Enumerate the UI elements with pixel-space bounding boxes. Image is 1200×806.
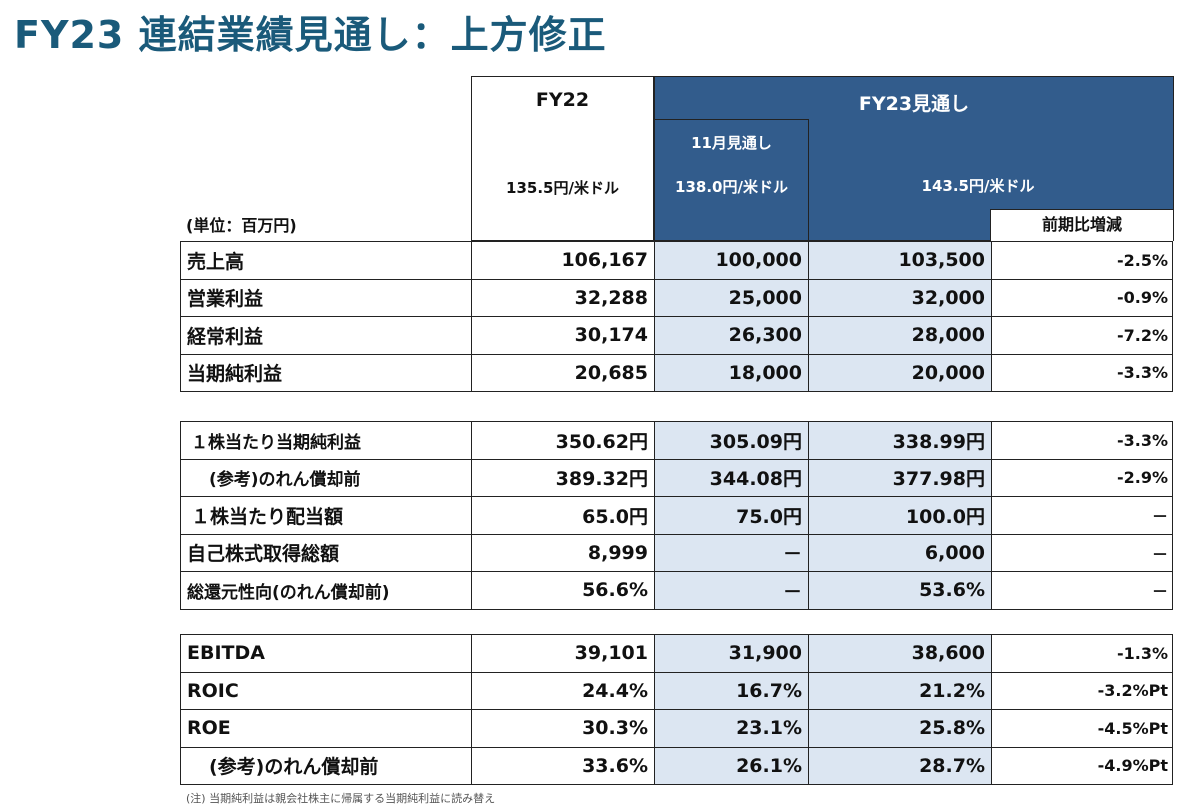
row-label: 総還元性向(のれん償却前)	[180, 571, 472, 610]
november-forecast-value: 16.7%	[654, 671, 809, 710]
page-title: FY23 連結業績見通し：上方修正	[14, 13, 607, 57]
table-row: 当期純利益 20,685 18,000 20,000 -3.3%	[180, 353, 1173, 392]
table-row: (参考)のれん償却前 33.6% 26.1% 28.7% -4.9%Pt	[180, 746, 1173, 785]
fy22-value: 20,685	[471, 353, 655, 392]
table-row: １株当たり当期純利益 350.62円 305.09円 338.99円 -3.3%	[180, 421, 1173, 460]
yoy-change-value: -2.9%	[991, 458, 1173, 497]
yoy-change-value: -2.5%	[991, 241, 1173, 280]
november-forecast-value: 26,300	[654, 316, 809, 355]
november-forecast-label: 11月見通し	[691, 134, 772, 152]
fy23-forecast-value: 6,000	[808, 533, 992, 572]
fy22-value: 8,999	[471, 533, 655, 572]
yoy-change-value: －	[991, 496, 1173, 535]
fy22-value: 65.0円	[471, 496, 655, 535]
fy23-forecast-value: 53.6%	[808, 571, 992, 610]
row-label: 当期純利益	[180, 353, 472, 392]
fy22-value: 106,167	[471, 241, 655, 280]
november-forecast-value: －	[654, 533, 809, 572]
november-forecast-value: 23.1%	[654, 709, 809, 748]
fy22-label: FY22	[535, 89, 590, 111]
table-row: 自己株式取得総額 8,999 － 6,000 －	[180, 533, 1173, 572]
november-exchange-rate: 138.0円/米ドル	[675, 178, 788, 196]
fy23-header: FY23見通し 11月見通し 138.0円/米ドル 143.5円/米ドル 前期比…	[654, 76, 1174, 241]
table-row: 総還元性向(のれん償却前) 56.6% － 53.6% －	[180, 571, 1173, 610]
november-forecast-value: 18,000	[654, 353, 809, 392]
fy22-exchange-rate: 135.5円/米ドル	[506, 179, 619, 197]
row-label: 自己株式取得総額	[180, 533, 472, 572]
fy22-value: 30.3%	[471, 709, 655, 748]
fy22-value: 33.6%	[471, 746, 655, 785]
yoy-change-value: -7.2%	[991, 316, 1173, 355]
november-forecast-value: 100,000	[654, 241, 809, 280]
footnote: (注) 当期純利益は親会社株主に帰属する当期純利益に読み替え	[186, 792, 496, 805]
fy22-value: 350.62円	[471, 421, 655, 460]
unit-label: (単位：百万円)	[186, 216, 297, 235]
row-label: ROE	[180, 709, 472, 748]
november-forecast-value: 75.0円	[654, 496, 809, 535]
yoy-change-value: －	[991, 533, 1173, 572]
fy23-label: FY23見通し	[858, 93, 970, 115]
yoy-change-value: -1.3%	[991, 634, 1173, 673]
fy23-exchange-rate: 143.5円/米ドル	[921, 177, 1035, 195]
november-forecast-value: 31,900	[654, 634, 809, 673]
yoy-change-value: -4.9%Pt	[991, 746, 1173, 785]
table-row: EBITDA 39,101 31,900 38,600 -1.3%	[180, 634, 1173, 673]
november-forecast-value: 25,000	[654, 278, 809, 317]
fy23-forecast-value: 28.7%	[808, 746, 992, 785]
november-forecast-header: 11月見通し 138.0円/米ドル	[655, 119, 809, 241]
row-label: 経常利益	[180, 316, 472, 355]
fy23-forecast-value: 20,000	[808, 353, 992, 392]
per-share-table: １株当たり当期純利益 350.62円 305.09円 338.99円 -3.3% (参考)…	[180, 421, 1173, 610]
fy23-forecast-value: 21.2%	[808, 671, 992, 710]
yoy-change-value: -3.3%	[991, 421, 1173, 460]
fy22-value: 30,174	[471, 316, 655, 355]
row-label: 営業利益	[180, 278, 472, 317]
november-forecast-value: 344.08円	[654, 458, 809, 497]
fy22-value: 24.4%	[471, 671, 655, 710]
november-forecast-value: 305.09円	[654, 421, 809, 460]
fy22-value: 56.6%	[471, 571, 655, 610]
fy23-forecast-value: 377.98円	[808, 458, 992, 497]
row-label: 売上高	[180, 241, 472, 280]
fy23-forecast-value: 28,000	[808, 316, 992, 355]
yoy-change-value: －	[991, 571, 1173, 610]
fy23-forecast-value: 38,600	[808, 634, 992, 673]
fy22-value: 389.32円	[471, 458, 655, 497]
table-row: 経常利益 30,174 26,300 28,000 -7.2%	[180, 316, 1173, 355]
returns-table: EBITDA 39,101 31,900 38,600 -1.3% ROIC 24.4% 16…	[180, 634, 1173, 785]
row-label: (参考)のれん償却前	[180, 458, 472, 497]
yoy-change-value: -0.9%	[991, 278, 1173, 317]
yoy-change-header: 前期比増減	[990, 209, 1173, 241]
november-forecast-value: －	[654, 571, 809, 610]
table-row: １株当たり配当額 65.0円 75.0円 100.0円－	[180, 496, 1173, 535]
fy23-forecast-value: 32,000	[808, 278, 992, 317]
table-row: ROE 30.3% 23.1% 25.8% -4.5%Pt	[180, 709, 1173, 748]
row-label: EBITDA	[180, 634, 472, 673]
fy23-forecast-value: 25.8%	[808, 709, 992, 748]
fy23-forecast-value: 103,500	[808, 241, 992, 280]
yoy-change-value: -3.2%Pt	[991, 671, 1173, 710]
fy23-forecast-value: 100.0円	[808, 496, 992, 535]
table-row: (参考)のれん償却前 389.32円 344.08円 377.98円 -2.9%	[180, 458, 1173, 497]
table-row: 営業利益 32,288 25,000 32,000 -0.9%	[180, 278, 1173, 317]
row-label: １株当たり当期純利益	[180, 421, 472, 460]
income-table: 売上高 106,167 100,000 103,500 -2.5% 営業利益 32,288 2…	[180, 241, 1173, 392]
yoy-change-value: -4.5%Pt	[991, 709, 1173, 748]
table-row: ROIC 24.4% 16.7% 21.2% -3.2%Pt	[180, 671, 1173, 710]
row-label: １株当たり配当額	[180, 496, 472, 535]
fy22-header: FY22 135.5円/米ドル	[471, 76, 654, 241]
table-row: 売上高 106,167 100,000 103,500 -2.5%	[180, 241, 1173, 280]
row-label: ROIC	[180, 671, 472, 710]
fy22-value: 32,288	[471, 278, 655, 317]
fy22-value: 39,101	[471, 634, 655, 673]
row-label: (参考)のれん償却前	[180, 746, 472, 785]
november-forecast-value: 26.1%	[654, 746, 809, 785]
fy23-forecast-value: 338.99円	[808, 421, 992, 460]
yoy-change-value: -3.3%	[991, 353, 1173, 392]
